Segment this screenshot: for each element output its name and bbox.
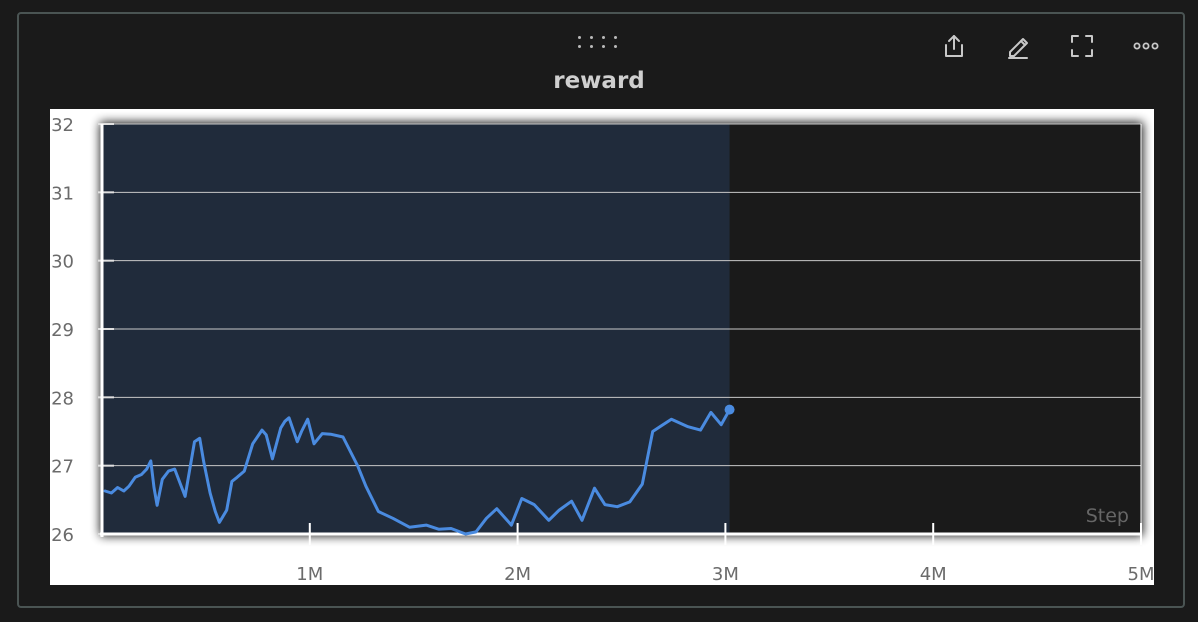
y-tick-label: 32	[51, 115, 74, 136]
x-tick-label: 3M	[712, 564, 739, 585]
x-tick-label: 2M	[504, 564, 531, 585]
drag-handle-icon[interactable]	[578, 36, 626, 54]
panel-title: reward	[553, 68, 645, 94]
x-tick-label: 4M	[920, 564, 947, 585]
chart-svg[interactable]: 26 27 28 29 30 31 32 1M 2M 3M 4M 5M Step	[50, 109, 1154, 585]
y-tick-label: 26	[51, 525, 74, 546]
chart-area: 26 27 28 29 30 31 32 1M 2M 3M 4M 5M Step	[50, 109, 1154, 585]
x-tick-label: 1M	[296, 564, 323, 585]
panel-toolbar	[938, 30, 1159, 62]
fullscreen-icon[interactable]	[1066, 30, 1098, 62]
y-tick-label: 28	[51, 388, 74, 409]
y-tick-label: 31	[51, 183, 74, 204]
x-tick-label: 5M	[1128, 564, 1154, 585]
more-icon[interactable]	[1130, 30, 1162, 62]
share-icon[interactable]	[938, 30, 970, 62]
series-line	[103, 408, 732, 536]
x-axis-label: Step	[1086, 505, 1129, 527]
edit-icon[interactable]	[1002, 30, 1034, 62]
y-tick-label: 27	[51, 457, 74, 478]
y-tick-label: 29	[51, 320, 74, 341]
series-endpoint	[724, 404, 735, 415]
y-tick-label: 30	[51, 252, 74, 273]
